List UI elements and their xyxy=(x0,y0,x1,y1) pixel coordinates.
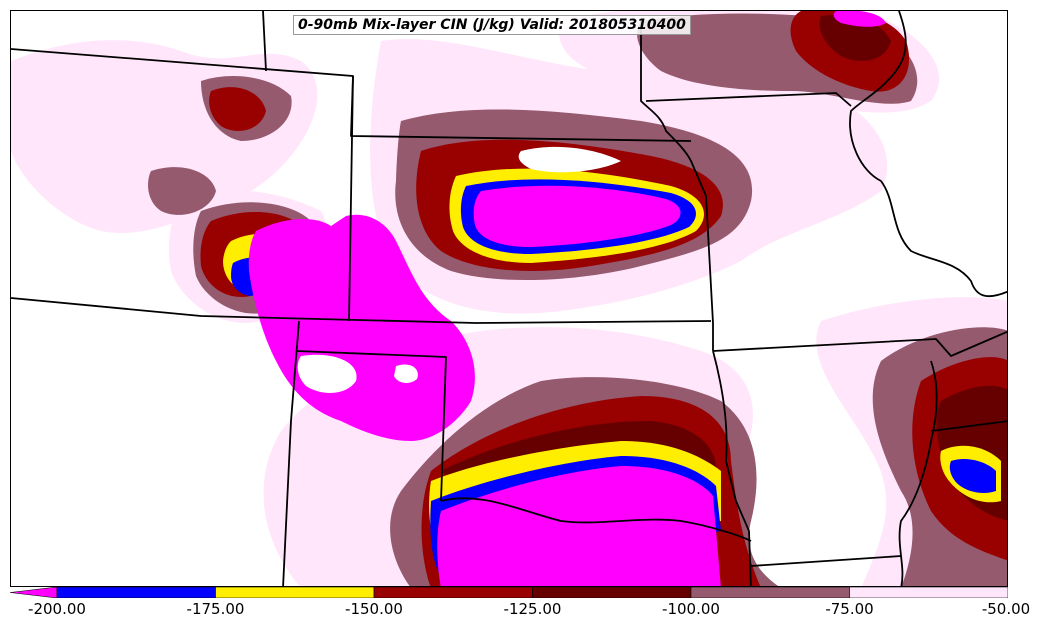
map-title: 0-90mb Mix-layer CIN (J/kg) Valid: 20180… xyxy=(293,15,691,35)
colorbar-bin xyxy=(690,587,850,598)
colorbar-bin xyxy=(849,587,1008,598)
colorbar-tick-label: -50.00 xyxy=(981,600,1031,618)
colorbar-tick-labels: -200.00 -175.00 -150.00 -125.00 -100.00 -75.0… xyxy=(0,600,1044,625)
map-panel xyxy=(10,10,1008,587)
colorbar-tick-label: -125.00 xyxy=(503,600,562,618)
colorbar-bin xyxy=(56,587,216,598)
colorbar-tick-label: -100.00 xyxy=(662,600,720,618)
colorbar-tick-label: -150.00 xyxy=(345,600,403,618)
colorbar-bin xyxy=(532,587,692,598)
cin-field-map xyxy=(11,11,1007,586)
colorbar-tick-label: -75.00 xyxy=(825,600,874,618)
colorbar-tick-label: -200.00 xyxy=(28,600,86,618)
cin-white-holes xyxy=(297,146,621,393)
colorbar-tick-label: -175.00 xyxy=(186,600,245,618)
state-boundaries xyxy=(11,11,1007,586)
colorbar-bin xyxy=(215,587,375,598)
colorbar-bin xyxy=(10,587,58,598)
colorbar xyxy=(10,587,1008,598)
colorbar-bin xyxy=(373,587,533,598)
